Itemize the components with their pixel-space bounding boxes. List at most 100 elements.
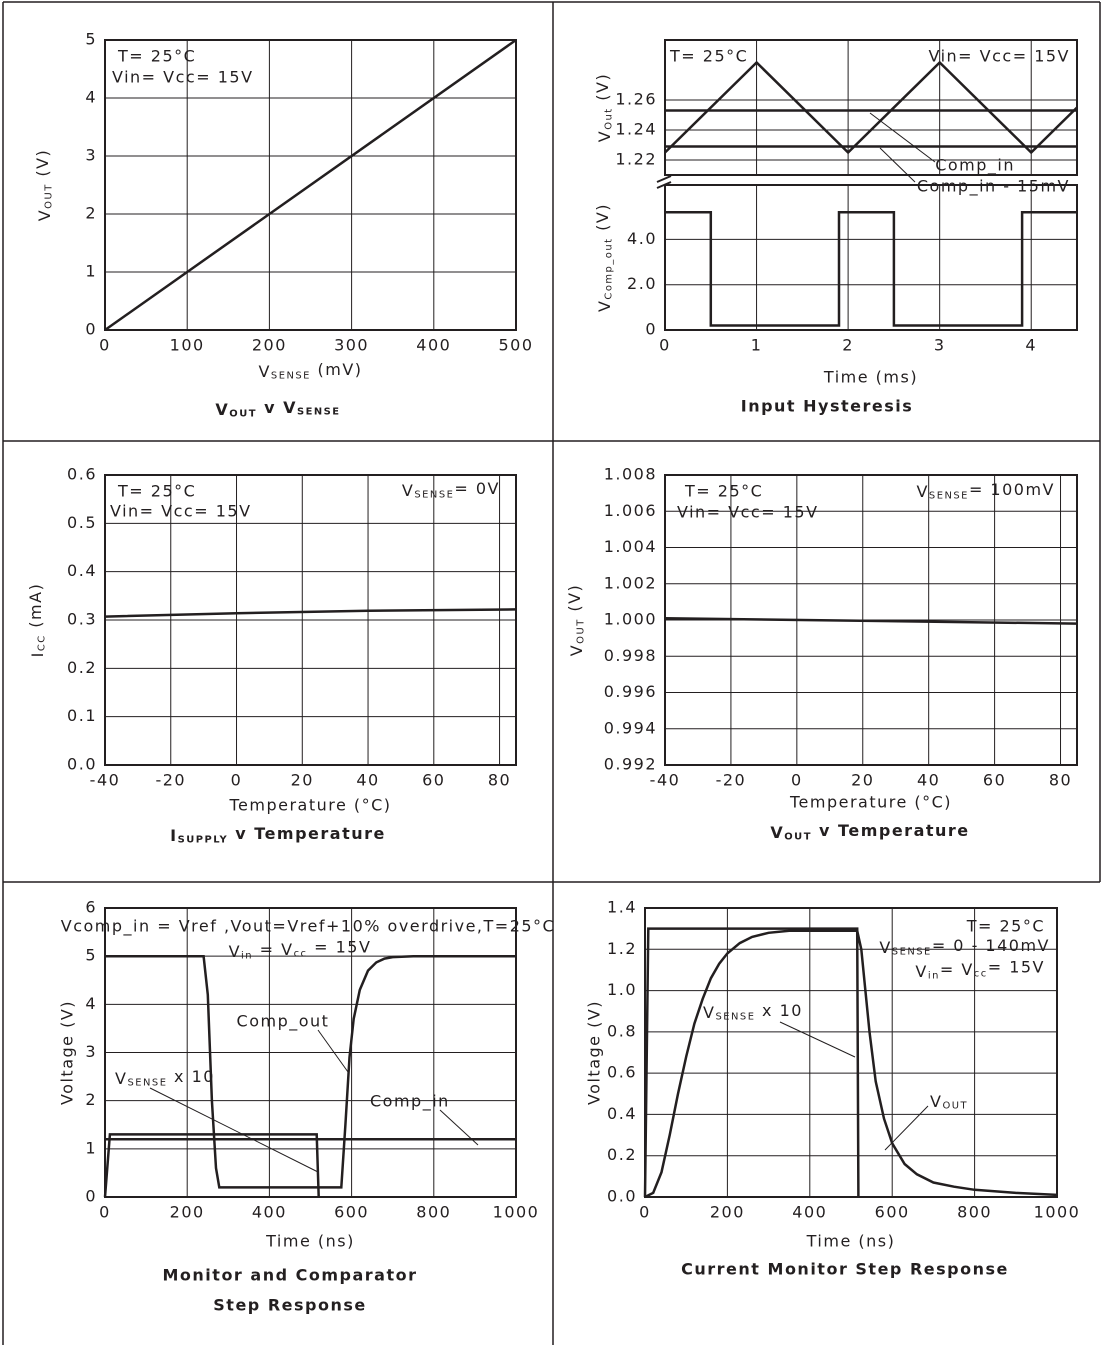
plot-frame	[664, 184, 1078, 331]
annotation: Vin= Vcc= 15V	[677, 503, 819, 522]
leader-line	[879, 147, 916, 183]
annotation: Vin= Vcc= 15V	[915, 957, 1045, 981]
text-segment: = V	[940, 959, 974, 978]
y-axis-label: Voltage (V)	[585, 1000, 604, 1105]
text-segment: v Temperature	[812, 820, 970, 839]
subscript: SENSE	[715, 1011, 755, 1022]
subscript: Comp_out	[603, 237, 614, 299]
y-tick-label: 0.996	[604, 682, 657, 701]
annotation: T= 25°C	[684, 482, 763, 501]
annotation: T= 25°C	[669, 47, 748, 66]
text-segment: (V)	[592, 203, 611, 238]
text-segment: (V)	[592, 73, 611, 108]
x-tick-label: 2	[842, 336, 854, 355]
text-segment: (mV)	[311, 359, 363, 378]
annotation: Vcomp_in = Vref ,Vout=Vref+10% overdrive…	[61, 917, 555, 937]
subscript: OUT	[575, 618, 586, 644]
x-tick-label: -20	[155, 771, 186, 790]
text-segment: (V)	[32, 149, 51, 184]
text-segment: V	[915, 962, 927, 981]
text-segment: = 0V	[454, 478, 500, 497]
series-line	[104, 608, 517, 618]
plot-frame	[644, 907, 1058, 1198]
annotation: Vin= Vcc= 15V	[928, 47, 1070, 66]
series-line	[104, 38, 517, 332]
x-tick-label: 0	[99, 1203, 111, 1222]
y-tick-label: 3	[85, 1042, 97, 1061]
annotation: VSENSE= 0V	[402, 478, 500, 500]
x-tick-label: 800	[957, 1203, 992, 1222]
x-tick-label: 1000	[1034, 1203, 1081, 1222]
y-tick-label: 0.4	[607, 1104, 637, 1123]
plot-frame	[104, 474, 517, 766]
y-tick-label: 3	[85, 146, 97, 165]
chart-title: Monitor and Comparator	[163, 1266, 418, 1285]
x-tick-label: -20	[716, 771, 747, 790]
x-tick-label: 400	[416, 336, 451, 355]
y-tick-label: 1.22	[615, 150, 657, 169]
y-tick-label: 1.2	[607, 939, 637, 958]
text-segment: = 15V	[308, 937, 372, 956]
text-segment: (V)	[564, 584, 583, 619]
x-axis-label: VSENSE (mV)	[258, 359, 362, 381]
x-tick-label: 0	[659, 336, 671, 355]
x-tick-label: 20	[291, 771, 314, 790]
y-tick-label: 5	[85, 946, 97, 965]
x-tick-label: 800	[416, 1203, 451, 1222]
y-tick-label: 1	[85, 262, 97, 281]
x-tick-label: 0	[639, 1203, 651, 1222]
y-tick-label: 0	[645, 320, 657, 339]
text-segment: I	[170, 826, 177, 845]
annotation: VOUT	[930, 1092, 968, 1112]
leader-line	[779, 1021, 856, 1058]
leader-line	[869, 112, 936, 163]
annotation: T= 25°C	[966, 917, 1045, 936]
series-line	[665, 210, 1077, 327]
leader-line	[149, 1087, 319, 1173]
series-line	[643, 927, 860, 1198]
text-segment: V	[930, 1092, 942, 1111]
x-tick-label: 1000	[493, 1203, 540, 1222]
annotation: T= 25°C	[117, 47, 196, 66]
annotation: T= 25°C	[117, 482, 196, 501]
subscript: SENSE	[414, 489, 454, 500]
leader-line	[317, 1029, 349, 1073]
chart-title: Input Hysteresis	[741, 397, 914, 416]
annotation: Vin= Vcc= 15V	[112, 68, 254, 87]
x-axis-label: Temperature (°C)	[789, 793, 952, 812]
x-tick-label: 500	[498, 336, 533, 355]
subscript: OUT	[43, 183, 54, 209]
x-tick-label: 400	[252, 1203, 287, 1222]
x-tick-label: 200	[170, 1203, 205, 1222]
y-axis-label: Voltage (V)	[58, 1000, 77, 1105]
y-tick-label: 1.004	[604, 537, 657, 556]
annotation: VSENSE x 10	[703, 1000, 803, 1022]
x-tick-label: 60	[422, 771, 445, 790]
x-tick-label: 200	[252, 336, 287, 355]
y-axis-label: VOut (V)	[592, 73, 614, 142]
y-tick-label: 1	[85, 1138, 97, 1157]
text-segment: V	[402, 481, 414, 500]
y-tick-label: 2.0	[627, 274, 657, 293]
y-tick-label: 2	[85, 1090, 97, 1109]
annotation: Comp_in	[935, 156, 1015, 176]
x-tick-label: -40	[650, 771, 681, 790]
y-tick-label: 0.994	[604, 718, 657, 737]
subscript: SENSE	[271, 370, 311, 381]
y-tick-label: 0.5	[67, 513, 97, 532]
text-segment: I	[28, 651, 47, 657]
text-segment: v V	[257, 397, 297, 416]
y-tick-label: 0.6	[607, 1063, 637, 1082]
y-tick-label: 4	[85, 994, 97, 1013]
subscript: in	[928, 970, 940, 981]
text-segment: V	[567, 644, 586, 656]
subscript: CC	[36, 634, 47, 651]
y-tick-label: 0.2	[607, 1145, 637, 1164]
y-tick-label: 0	[85, 320, 97, 339]
text-segment: V	[916, 482, 928, 501]
y-tick-label: 0.992	[604, 755, 657, 774]
y-tick-label: 0.998	[604, 646, 657, 665]
y-tick-label: 0.8	[607, 1021, 637, 1040]
y-tick-label: 0.1	[67, 706, 97, 725]
annotation: Vin = Vcc = 15V	[229, 937, 372, 961]
